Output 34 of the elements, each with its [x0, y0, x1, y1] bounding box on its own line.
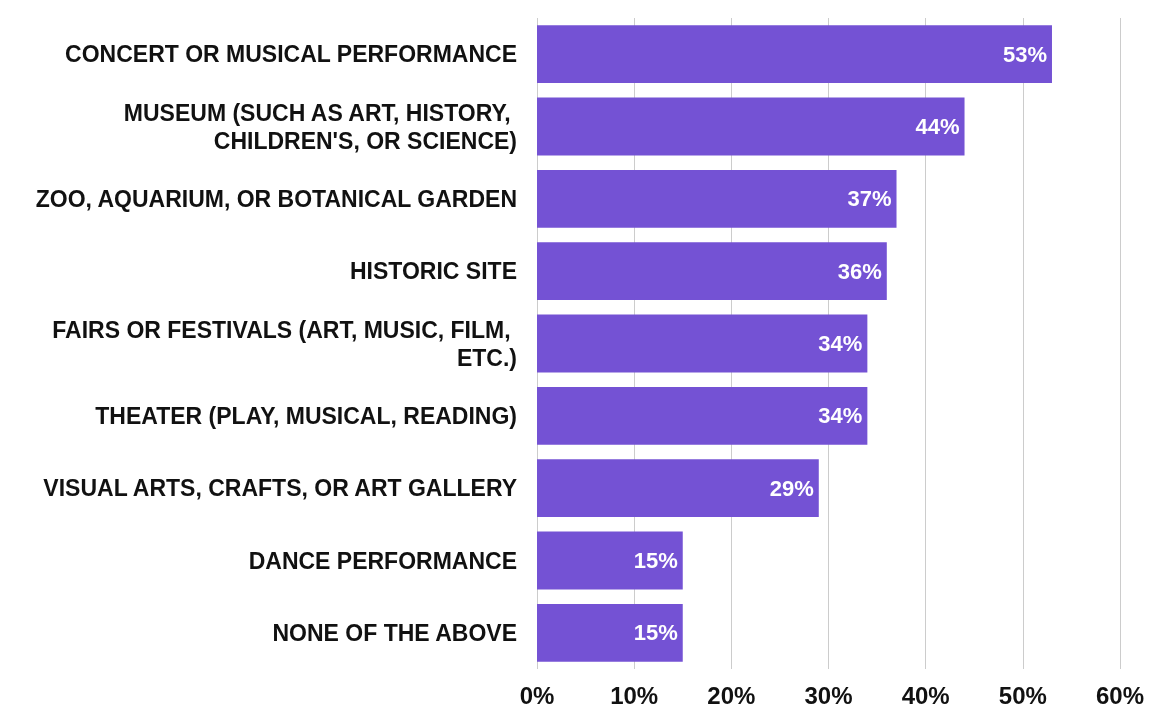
bar: [537, 531, 683, 590]
y-tick-label: NONE OF THE ABOVE: [272, 619, 517, 646]
data-label: 29%: [769, 475, 814, 501]
bar: [537, 314, 868, 373]
y-tick-label: ZOO, AQUARIUM, OR BOTANICAL GARDEN: [35, 185, 517, 212]
x-tick-label: 40%: [901, 681, 950, 709]
x-tick-label: 10%: [610, 681, 659, 709]
data-label: 37%: [847, 186, 892, 212]
y-tick-label: HISTORIC SITE: [350, 258, 517, 285]
data-label: 44%: [915, 114, 960, 139]
bar: [537, 386, 868, 445]
y-tick-label: FAIRS OR FESTIVALS (ART, MUSIC, FILM, ETC.): [52, 316, 517, 371]
data-label: 15%: [633, 548, 678, 573]
y-tick-label: DANCE PERFORMANCE: [248, 547, 517, 574]
data-label: 34%: [818, 331, 863, 356]
bar: [537, 603, 683, 662]
y-tick-label: THEATER (PLAY, MUSICAL, READING): [95, 402, 517, 429]
y-tick-label: MUSEUM (SUCH AS ART, HISTORY, CHILDREN'S, OR SCIENCE): [123, 99, 517, 154]
x-tick-label: 30%: [804, 681, 853, 709]
x-tick-label: 60%: [1095, 681, 1145, 709]
y-tick-label: CONCERT OR MUSICAL PERFORMANCE: [65, 41, 517, 68]
data-label: 53%: [1002, 41, 1047, 67]
bar: [537, 242, 887, 301]
bar: [537, 169, 897, 228]
data-label: 15%: [633, 620, 678, 646]
data-label: 34%: [818, 403, 863, 429]
bar: [537, 97, 965, 156]
x-tick-label: 50%: [998, 681, 1047, 709]
data-label: 36%: [837, 258, 882, 284]
x-tick-label: 20%: [707, 681, 756, 709]
bar: [537, 459, 819, 518]
x-tick-label: 0%: [519, 681, 555, 709]
bar: [537, 25, 1052, 84]
y-tick-label: VISUAL ARTS, CRAFTS, OR ART GALLERY: [43, 475, 517, 502]
